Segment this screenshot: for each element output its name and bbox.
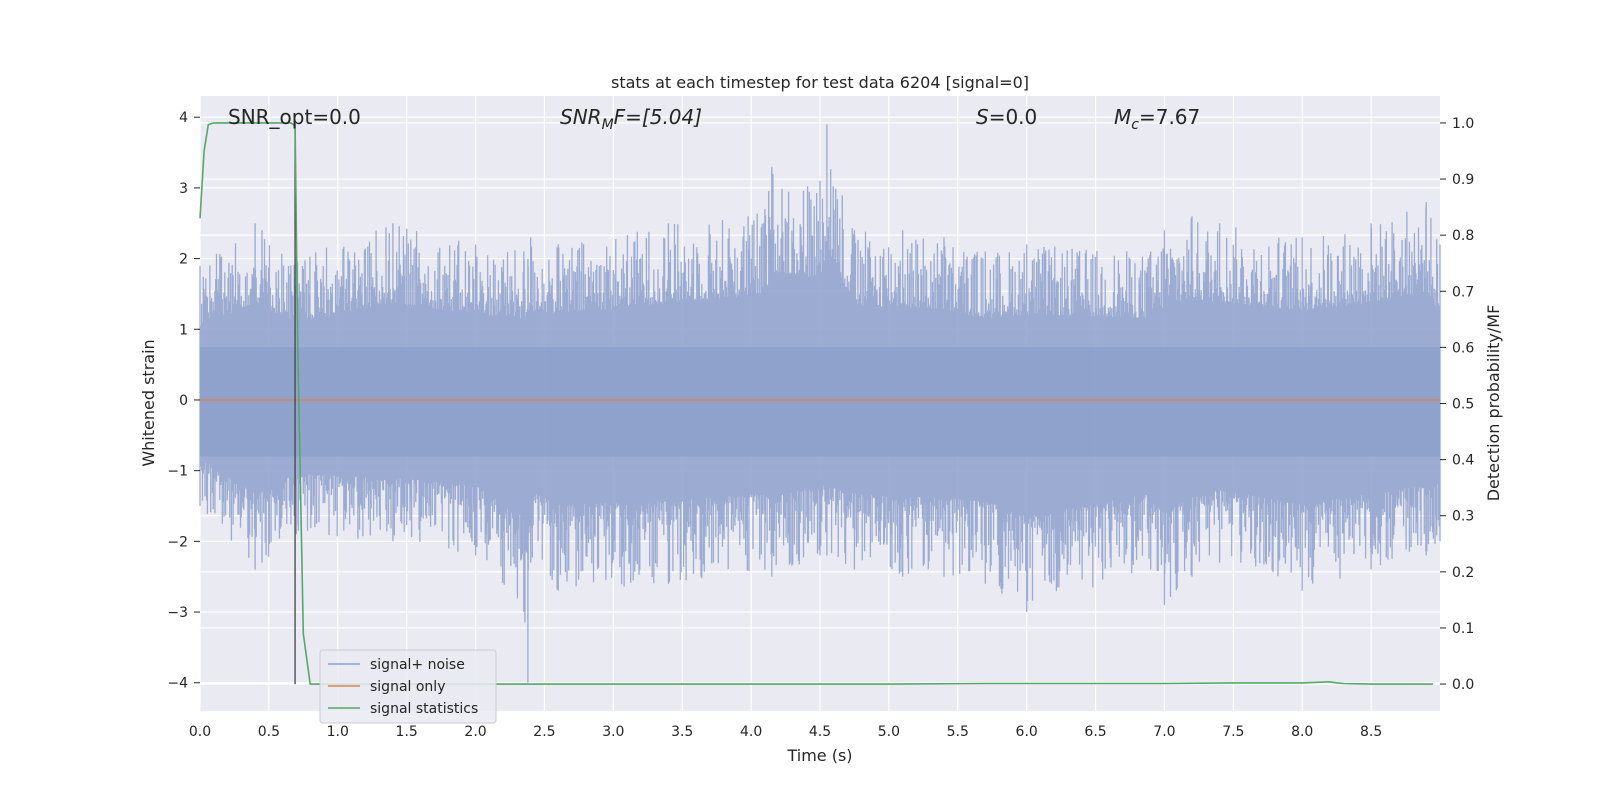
- x-tick-label: 0.0: [189, 724, 211, 740]
- y2-tick-label: 0.7: [1452, 284, 1474, 300]
- x-tick-label: 1.0: [327, 724, 349, 740]
- y-tick-label: 1: [179, 322, 188, 338]
- legend-box: [319, 649, 497, 724]
- legend-label-signal-noise: signal+ noise: [370, 657, 465, 673]
- y2-tick-label: 0.1: [1452, 621, 1474, 637]
- y-tick-label: 2: [179, 252, 188, 268]
- y-tick-label: −1: [167, 464, 188, 480]
- y-axis-ticks: 4 3 2 1 0 −1 −2 −3 −4: [167, 110, 200, 692]
- x-tick-label: 7.5: [1222, 724, 1244, 740]
- y2-tick-label: 0.5: [1452, 397, 1474, 413]
- y2-tick-label: 0.3: [1452, 509, 1474, 525]
- y-tick-label: −3: [167, 605, 188, 621]
- y-tick-label: −2: [167, 534, 188, 550]
- x-tick-label: 8.5: [1360, 724, 1382, 740]
- annotation-mc-main: M: [1114, 105, 1131, 129]
- y2-tick-label: 1.0: [1452, 116, 1474, 132]
- annotation-mc-rest: =7.67: [1139, 105, 1200, 129]
- y2-tick-label: 0.2: [1452, 565, 1474, 581]
- chart-title: stats at each timestep for test data 620…: [611, 73, 1029, 92]
- legend: signal+ noise signal only signal statist…: [319, 649, 497, 724]
- y2-tick-label: 0.8: [1452, 228, 1474, 244]
- annotation-snr-mf-main: SNR: [560, 105, 602, 129]
- annotation-s-rest: =0.0: [989, 105, 1038, 129]
- x-tick-label: 5.0: [878, 724, 900, 740]
- y-tick-label: 4: [179, 110, 188, 126]
- legend-label-signal-only: signal only: [370, 679, 445, 695]
- x-tick-label: 3.0: [602, 724, 624, 740]
- x-tick-label: 6.0: [1016, 724, 1038, 740]
- annotation-mc: Mc=7.67: [1114, 105, 1200, 133]
- annotation-snr-opt: SNR_opt=0.0: [228, 105, 361, 129]
- annotation-snr-mf-sub: M: [602, 117, 614, 133]
- x-tick-label: 3.5: [671, 724, 693, 740]
- x-tick-label: 6.5: [1084, 724, 1106, 740]
- annotation-mc-sub: c: [1131, 117, 1139, 133]
- annotation-snr-mf-rest: F=[5.04]: [614, 105, 702, 129]
- y-tick-label: −4: [167, 676, 188, 692]
- x-tick-label: 2.5: [533, 724, 555, 740]
- x-tick-label: 8.0: [1291, 724, 1313, 740]
- annotation-s-main: S: [976, 105, 989, 129]
- x-tick-label: 2.0: [464, 724, 486, 740]
- x-tick-label: 4.0: [740, 724, 762, 740]
- annotation-s: S=0.0: [976, 105, 1037, 129]
- y2-axis-label: Detection probability/MF: [1484, 305, 1503, 502]
- x-tick-label: 1.5: [396, 724, 418, 740]
- y-tick-label: 3: [179, 181, 188, 197]
- y-axis-label: Whitened strain: [139, 339, 158, 466]
- series-signal-noise: [199, 124, 1441, 683]
- x-tick-label: 5.5: [947, 724, 969, 740]
- x-tick-label: 4.5: [809, 724, 831, 740]
- annotation-snr-mf: SNRMF=[5.04]: [560, 105, 702, 133]
- signal-noise-core: [200, 346, 1440, 457]
- x-tick-label: 0.5: [258, 724, 280, 740]
- y2-tick-label: 0.0: [1452, 677, 1474, 693]
- x-tick-label: 7.0: [1153, 724, 1175, 740]
- y2-axis-ticks: 1.0 0.9 0.8 0.7 0.6 0.5 0.4 0.3 0.2 0.1 0.0: [1440, 116, 1474, 693]
- x-axis-ticks: 0.0 0.5 1.0 1.5 2.0 2.5 3.0 3.5 4.0 4.5 5.0 5.5 6.0 6…: [189, 724, 1382, 740]
- legend-label-signal-statistics: signal statistics: [370, 701, 478, 717]
- y2-tick-label: 0.4: [1452, 453, 1474, 469]
- y2-tick-label: 0.6: [1452, 340, 1474, 356]
- y2-tick-label: 0.9: [1452, 172, 1474, 188]
- y-tick-label: 0: [179, 393, 188, 409]
- x-axis-label: Time (s): [786, 746, 852, 765]
